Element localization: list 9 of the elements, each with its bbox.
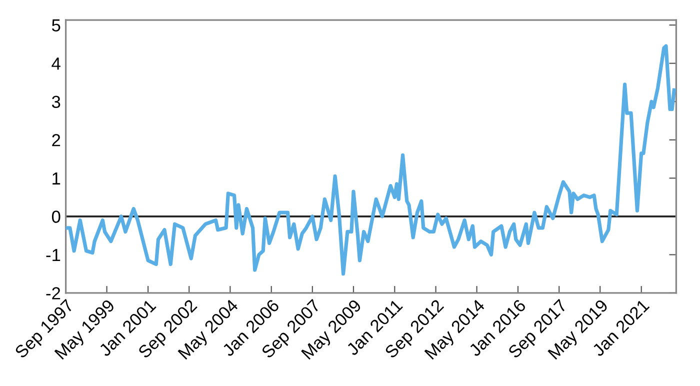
y-tick-label: 3	[52, 96, 60, 108]
y-tick-label: 2	[52, 134, 60, 146]
y-tick-label: 4	[52, 58, 60, 70]
y-tick-label: 0	[52, 210, 60, 223]
y-tick-label: -1	[46, 249, 60, 261]
y-tick-label: 5	[52, 19, 60, 32]
line-series	[66, 44, 676, 276]
y-tick-label: 1	[52, 172, 60, 184]
y-tick-label: -2	[46, 287, 60, 300]
